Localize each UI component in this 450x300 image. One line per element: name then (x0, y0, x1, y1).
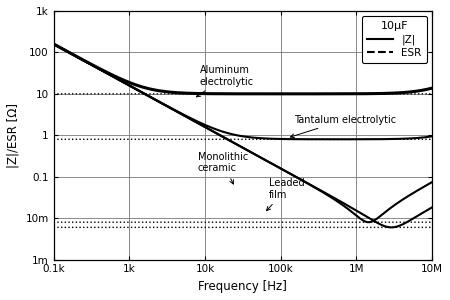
Text: Monolithic
ceramic: Monolithic ceramic (198, 152, 248, 184)
Text: Aluminum
electrolytic: Aluminum electrolytic (197, 65, 254, 97)
Y-axis label: |Z|/ESR [Ω]: |Z|/ESR [Ω] (7, 103, 20, 168)
Text: Tantalum electrolytic: Tantalum electrolytic (290, 115, 396, 138)
Legend: |Z|, ESR: |Z|, ESR (362, 16, 427, 63)
Text: Leaded
film: Leaded film (266, 178, 305, 211)
X-axis label: Frequency [Hz]: Frequency [Hz] (198, 280, 287, 293)
